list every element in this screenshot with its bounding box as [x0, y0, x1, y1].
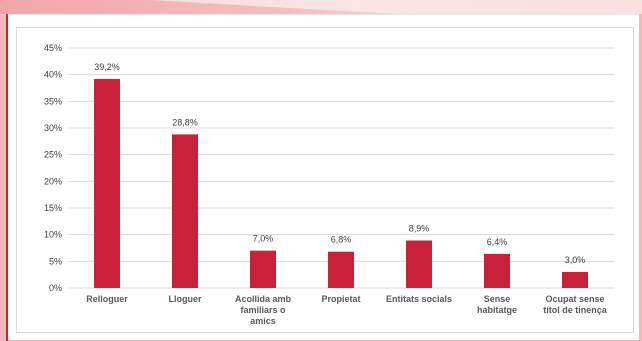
data-label: 28,8%: [172, 117, 198, 127]
y-tick-label: 40%: [44, 70, 62, 80]
category-label: Propietat: [321, 294, 360, 304]
y-axis-ticks: 0% 5% 10% 15% 20% 25% 30% 35% 40% 45%: [44, 43, 62, 293]
y-tick-label: 35%: [44, 96, 62, 106]
y-tick-label: 45%: [44, 43, 62, 53]
bars: [94, 78, 588, 288]
y-tick-label: 10%: [44, 230, 62, 240]
y-tick-label: 30%: [44, 123, 62, 133]
data-label: 7,0%: [253, 234, 274, 244]
top-swoosh-shape: [150, 0, 642, 14]
data-label: 6,4%: [487, 237, 508, 247]
y-tick-label: 20%: [44, 176, 62, 186]
bar: [172, 134, 198, 288]
data-labels: 39,2% 28,8% 7,0% 6,8% 8,9% 6,4% 3,0%: [94, 62, 585, 265]
category-label: Entitats socials: [386, 294, 452, 304]
data-label: 3,0%: [565, 255, 586, 265]
bar: [328, 251, 354, 288]
y-tick-label: 25%: [44, 150, 62, 160]
y-tick-label: 0%: [49, 283, 62, 293]
category-label: Relloguer: [86, 294, 128, 304]
category-label: Acollida amb familiars o amics: [235, 294, 292, 326]
data-label: 8,9%: [409, 224, 430, 234]
bar: [406, 240, 432, 288]
data-label: 39,2%: [94, 62, 120, 72]
left-accent-rule: [6, 14, 8, 341]
y-tick-label: 15%: [44, 203, 62, 213]
bar: [94, 78, 120, 288]
category-label: Sense habitatge: [477, 294, 517, 315]
y-tick-label: 5%: [49, 256, 62, 266]
bar: [250, 250, 276, 288]
category-label: Lloguer: [169, 294, 202, 304]
bar: [484, 253, 510, 288]
category-label: Ocupat sense títol de tinença: [543, 294, 608, 315]
bar: [562, 272, 588, 288]
data-label: 6,8%: [331, 235, 352, 245]
